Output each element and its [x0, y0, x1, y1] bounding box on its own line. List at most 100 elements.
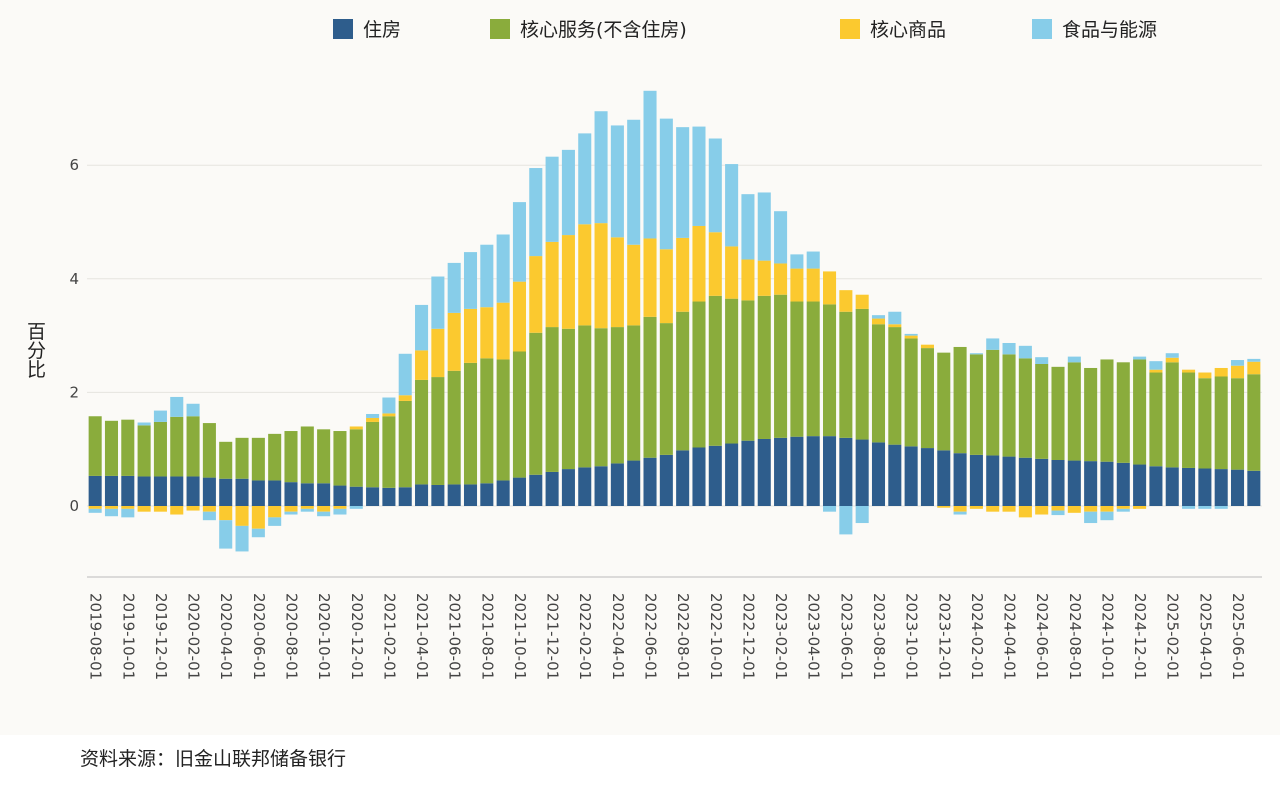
bar-segment	[806, 301, 820, 437]
bar-segment	[692, 225, 706, 302]
x-tick-label: 2023-10-01	[903, 593, 921, 680]
x-tick-label: 2022-06-01	[642, 593, 660, 680]
bar-segment	[121, 419, 135, 476]
bar-segment	[251, 506, 265, 529]
bar-segment	[1035, 357, 1049, 364]
bar-segment	[953, 346, 967, 454]
x-tick-label: 2020-08-01	[282, 593, 300, 680]
bar-segment	[512, 477, 526, 506]
bar-segment	[937, 450, 951, 506]
bar-segment	[349, 486, 363, 506]
y-tick-label: 0	[69, 497, 79, 515]
bar-segment	[366, 417, 380, 422]
bar-segment	[823, 271, 837, 305]
bar-segment	[871, 324, 886, 443]
bar-segment	[986, 506, 1000, 512]
bar-segment	[757, 295, 771, 439]
bar-segment	[774, 437, 788, 506]
bar-segment	[415, 484, 429, 506]
bar-segment	[774, 263, 788, 295]
bar-segment	[741, 194, 755, 260]
bar-segment	[1214, 367, 1228, 377]
bar-segment	[692, 126, 706, 226]
bar-segment	[774, 211, 788, 264]
x-tick-label: 2024-06-01	[1033, 593, 1051, 680]
x-tick-label: 2024-02-01	[968, 593, 986, 680]
bar-segment	[708, 295, 722, 446]
bar-segment	[382, 416, 396, 488]
legend-label: 核心服务(不含住房)	[520, 19, 687, 41]
bar-segment	[545, 241, 559, 328]
bar-segment	[496, 302, 510, 360]
bar-segment	[268, 506, 282, 518]
bar-segment	[578, 467, 592, 506]
source-note: 资料来源：旧金山联邦储备银行	[80, 748, 346, 770]
x-tick-label: 2021-06-01	[446, 593, 464, 680]
bar-segment	[1002, 506, 1016, 512]
bar-segment	[88, 416, 102, 476]
bar-segment	[1084, 506, 1098, 512]
bar-segment	[170, 506, 184, 515]
bar-segment	[1100, 461, 1114, 506]
bar-segment	[659, 249, 673, 324]
bar-segment	[855, 506, 869, 524]
bar-segment	[349, 426, 363, 430]
bar-segment	[1067, 460, 1081, 506]
bar-segment	[839, 290, 853, 312]
bar-segment	[627, 119, 641, 245]
bar-segment	[1247, 374, 1261, 471]
bar-segment	[415, 304, 429, 351]
bar-segment	[692, 447, 706, 506]
bar-segment	[1035, 506, 1049, 515]
bar-segment	[676, 311, 690, 451]
bar-segment	[529, 168, 543, 257]
bar-segment	[137, 422, 151, 426]
bar-segment	[529, 256, 543, 333]
bar-segment	[774, 294, 788, 438]
bar-segment	[398, 400, 412, 488]
bar-segment	[529, 474, 543, 506]
bar-segment	[512, 281, 526, 352]
bar-segment	[610, 125, 624, 238]
bar-segment	[170, 396, 184, 417]
legend-label: 食品与能源	[1062, 19, 1157, 41]
bar-segment	[1149, 369, 1163, 373]
bar-segment	[284, 506, 298, 512]
x-tick-label: 2020-12-01	[348, 593, 366, 680]
bar-segment	[447, 370, 461, 485]
bar-segment	[871, 442, 886, 506]
bar-segment	[643, 238, 657, 317]
bar-segment	[512, 202, 526, 282]
bar-segment	[1051, 366, 1065, 460]
bar-segment	[104, 475, 119, 506]
bar-segment	[415, 379, 429, 485]
x-tick-label: 2025-04-01	[1196, 593, 1214, 680]
bar-segment	[317, 483, 331, 506]
bar-segment	[1165, 467, 1179, 506]
bar-segment	[1182, 506, 1196, 509]
bar-segment	[480, 483, 494, 506]
bar-segment	[284, 511, 298, 515]
bar-segment	[333, 506, 347, 509]
bar-segment	[480, 307, 494, 359]
x-tick-label: 2020-06-01	[250, 593, 268, 680]
bar-segment	[512, 351, 526, 478]
bar-segment	[1051, 459, 1065, 506]
x-tick-label: 2021-02-01	[380, 593, 398, 680]
legend-swatch	[840, 19, 860, 39]
bar-segment	[986, 455, 1000, 506]
bar-segment	[969, 506, 983, 509]
x-tick-label: 2024-08-01	[1066, 593, 1084, 680]
bar-segment	[170, 416, 184, 477]
bar-segment	[545, 327, 559, 472]
bar-segment	[594, 223, 608, 329]
bar-segment	[284, 431, 298, 483]
bar-segment	[757, 438, 771, 506]
bar-segment	[627, 460, 641, 506]
bar-segment	[153, 410, 167, 422]
x-tick-label: 2023-08-01	[870, 593, 888, 680]
bar-segment	[88, 506, 102, 509]
bar-segment	[463, 484, 478, 506]
bar-segment	[855, 294, 869, 309]
